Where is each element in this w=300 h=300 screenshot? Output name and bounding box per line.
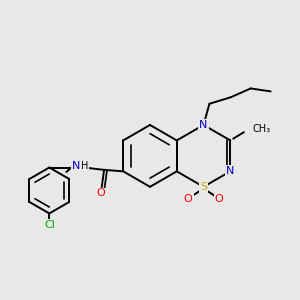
Text: Cl: Cl — [44, 220, 55, 230]
Text: O: O — [214, 194, 223, 204]
Text: S: S — [200, 182, 207, 192]
Text: N: N — [226, 166, 235, 176]
Text: N: N — [72, 161, 80, 171]
Text: H: H — [81, 161, 88, 171]
Text: O: O — [184, 194, 193, 204]
Text: O: O — [96, 188, 105, 198]
Text: CH₃: CH₃ — [252, 124, 270, 134]
Text: N: N — [200, 120, 208, 130]
